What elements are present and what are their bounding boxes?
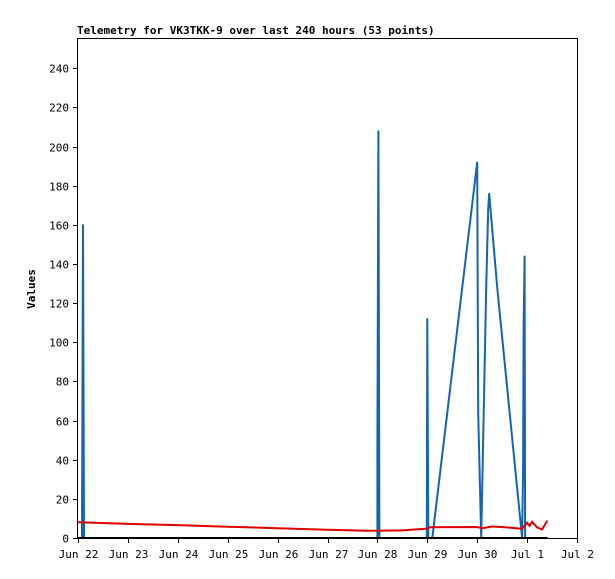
y-tick-label: 60	[56, 416, 69, 429]
data-point	[491, 525, 494, 528]
y-tick-label: 220	[49, 102, 69, 115]
data-point	[77, 521, 79, 524]
data-point	[77, 537, 79, 539]
data-point	[523, 255, 526, 257]
data-point	[276, 527, 279, 529]
y-tick-label: 100	[49, 337, 69, 350]
series-2	[77, 537, 548, 539]
y-tick-label: 0	[62, 533, 69, 546]
x-tick-label: Jun 23	[109, 548, 149, 561]
data-point	[377, 130, 380, 132]
x-tick-label: Jun 24	[159, 548, 199, 561]
data-point	[496, 286, 499, 289]
y-tick-label: 140	[49, 259, 69, 272]
y-tick-label: 20	[56, 494, 69, 507]
x-tick-label: Jun 22	[59, 548, 99, 561]
data-point	[326, 529, 329, 531]
y-axis: 0 20 40 60 80 100 120 140 160 180 200 220 240	[49, 63, 78, 546]
data-point	[429, 526, 431, 528]
y-tick-label: 200	[49, 142, 69, 155]
data-point	[376, 443, 379, 445]
x-tick-label: Jun 25	[209, 548, 249, 561]
data-point	[521, 528, 523, 530]
data-point	[426, 527, 429, 530]
data-point	[546, 520, 548, 522]
y-tick-label: 120	[49, 298, 69, 311]
y-tick-label: 80	[56, 376, 69, 389]
series-layer	[77, 130, 548, 539]
data-point	[528, 525, 531, 527]
data-point	[526, 521, 528, 524]
x-axis: Jun 22 Jun 23 Jun 24 Jun 25 Jun 26 Jun 27 Jun …	[59, 538, 594, 561]
data-point	[366, 530, 369, 532]
x-tick-label: Jun 27	[309, 548, 349, 561]
x-tick-label: Jun 26	[259, 548, 299, 561]
data-point	[426, 318, 429, 320]
x-tick-label: Jul 2	[561, 548, 594, 561]
x-tick-label: Jul 1	[511, 548, 544, 561]
data-point	[481, 527, 484, 529]
data-point	[506, 526, 508, 529]
data-point	[488, 192, 491, 195]
data-point	[546, 537, 548, 539]
data-point	[177, 524, 179, 526]
data-point	[522, 466, 524, 469]
data-point	[226, 525, 229, 528]
data-point	[476, 161, 479, 164]
x-tick-label: Jun 29	[408, 548, 448, 561]
y-tick-label: 180	[49, 181, 69, 194]
data-point	[485, 286, 488, 289]
chart-title: Telemetry for VK3TKK-9 over last 240 hou…	[77, 24, 435, 37]
y-tick-label: 40	[56, 455, 69, 468]
y-tick-label: 160	[49, 220, 69, 233]
x-tick-label: Jun 28	[358, 548, 398, 561]
y-tick-label: 240	[49, 63, 69, 76]
data-point	[127, 523, 129, 525]
plot-frame	[77, 38, 578, 539]
data-point	[82, 224, 84, 226]
data-point	[522, 325, 525, 328]
data-point	[476, 526, 479, 528]
data-point	[477, 412, 480, 414]
x-tick-label: Jun 30	[458, 548, 498, 561]
series-line	[78, 130, 528, 539]
data-point	[401, 529, 404, 532]
data-point	[536, 526, 538, 529]
series-1	[77, 520, 548, 532]
data-point	[487, 208, 490, 210]
y-axis-title: Values	[25, 269, 38, 309]
data-point	[531, 521, 533, 523]
data-point	[541, 528, 543, 531]
